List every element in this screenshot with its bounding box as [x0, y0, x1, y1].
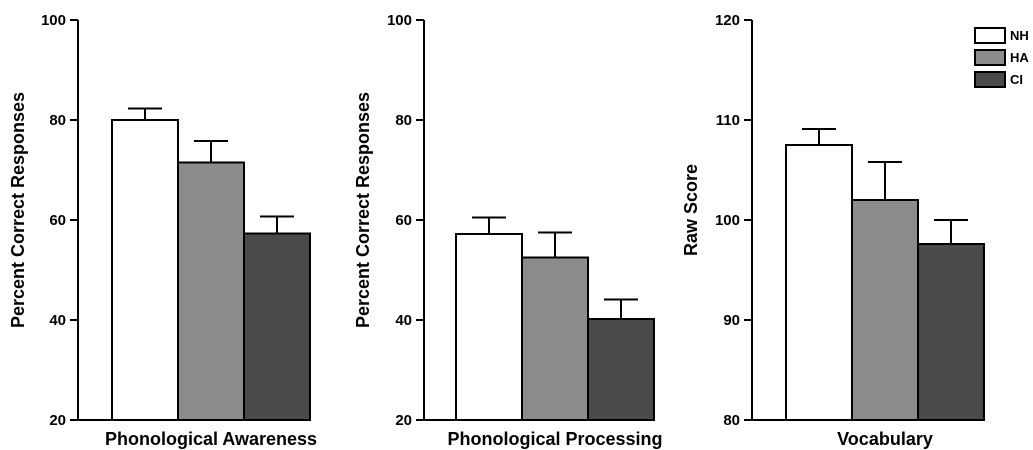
bar-ci [243, 232, 311, 421]
legend: NH HA CI [974, 27, 1029, 88]
bar-ci [917, 243, 985, 421]
bar-ci [587, 318, 655, 421]
chart-panel-2: 20 40 60 80 100 Phonological Processing Percen… [353, 12, 663, 449]
bar-ha [521, 256, 589, 421]
legend-label: NH [1010, 28, 1029, 43]
legend-label: CI [1010, 72, 1023, 87]
y-tick-label: 80 [395, 112, 412, 129]
legend-item-nh: NH [974, 27, 1029, 44]
y-tick-label: 20 [49, 412, 66, 429]
y-tick-label: 90 [723, 312, 740, 329]
legend-item-ci: CI [974, 71, 1023, 88]
chart-panels: 20 40 60 80 100 Phonological Awareness Percent… [8, 12, 985, 449]
y-axis-title: Percent Correct Responses [353, 92, 373, 328]
legend-swatch [974, 71, 1006, 88]
legend-label: HA [1010, 50, 1029, 65]
bar-ha [177, 161, 245, 421]
y-axis-title: Percent Correct Responses [8, 92, 28, 328]
y-tick-label: 60 [49, 212, 66, 229]
y-tick-label: 80 [723, 412, 740, 429]
chart-panel-1: 20 40 60 80 100 Phonological Awareness Percent… [8, 12, 317, 449]
x-axis-title: Phonological Processing [447, 429, 662, 449]
y-tick-label: 100 [715, 212, 740, 229]
y-tick-label: 100 [387, 12, 412, 29]
y-tick-label: 110 [716, 112, 740, 129]
bar-nh [111, 119, 179, 421]
y-tick-label: 80 [49, 112, 66, 129]
chart-panel-3: 80 90 100 110 120 Vocabulary Raw Score [681, 12, 985, 449]
y-tick-label: 60 [395, 212, 412, 229]
bar-nh [455, 233, 523, 421]
y-tick-label: 100 [41, 12, 66, 29]
y-axis-title: Raw Score [681, 164, 701, 256]
x-axis-title: Vocabulary [837, 429, 933, 449]
legend-swatch [974, 27, 1006, 44]
bar-ha [851, 199, 919, 421]
y-tick-label: 20 [395, 412, 412, 429]
legend-swatch [974, 49, 1006, 66]
x-axis-title: Phonological Awareness [105, 429, 317, 449]
y-tick-label: 40 [49, 312, 66, 329]
y-tick-label: 120 [715, 12, 740, 29]
y-tick-label: 40 [395, 312, 412, 329]
bar-nh [785, 144, 853, 421]
legend-item-ha: HA [974, 49, 1029, 66]
